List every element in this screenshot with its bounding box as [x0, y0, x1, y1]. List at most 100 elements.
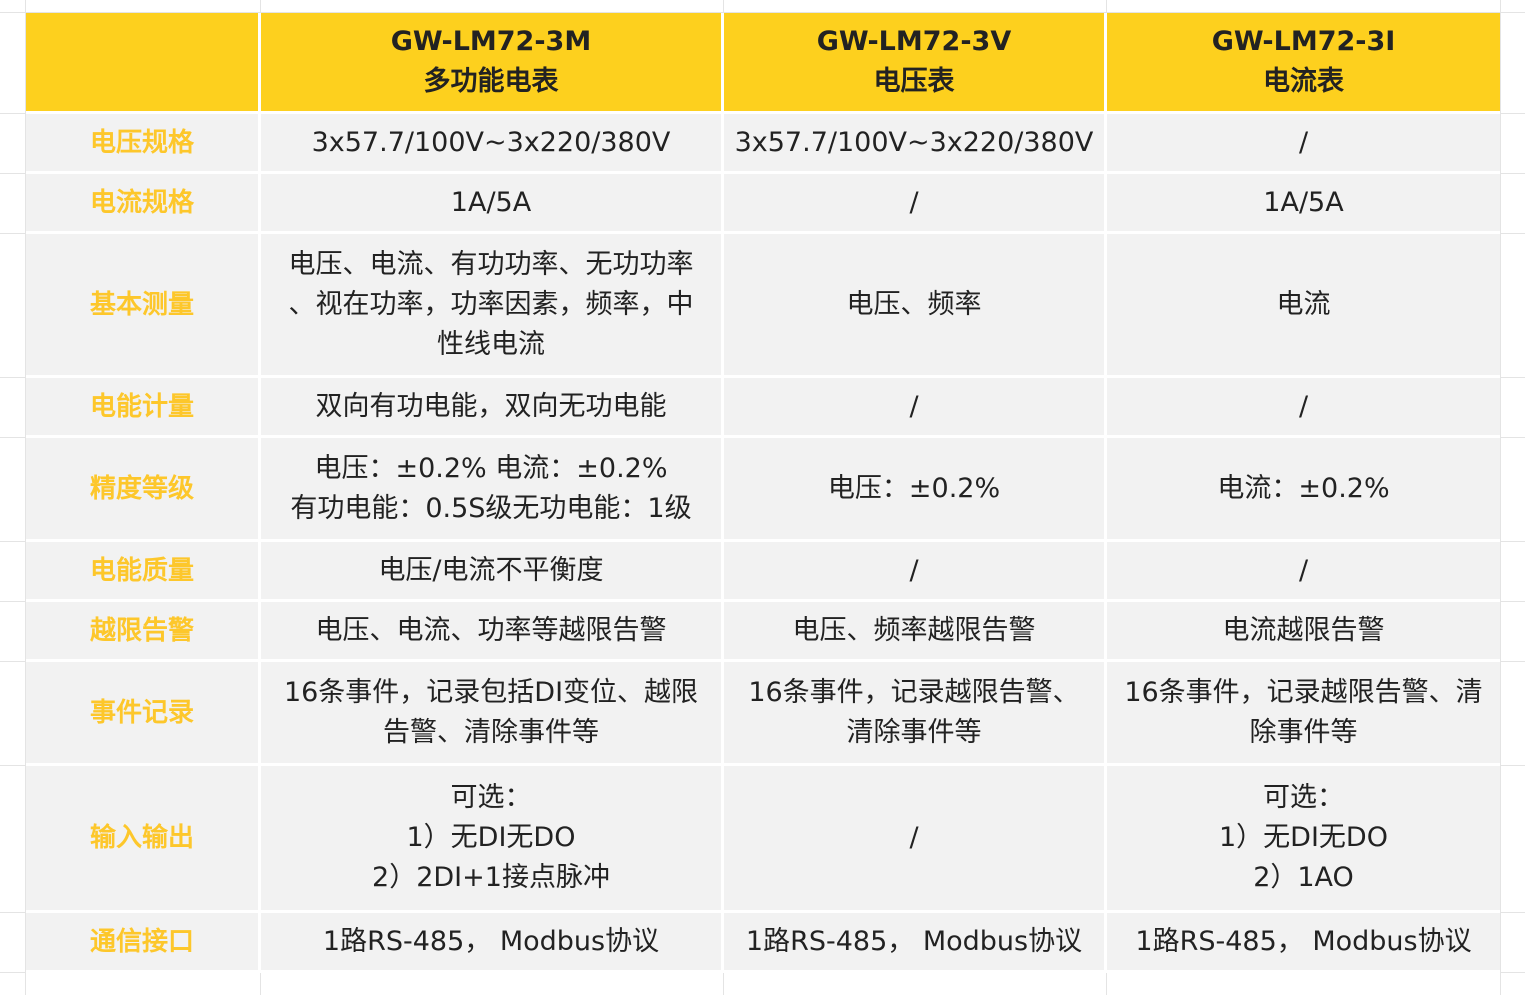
table-cell: 电压、电流、功率等越限告警 [261, 602, 724, 662]
cell-line: 1）无DI无DO [406, 822, 576, 853]
cell-line: 电流越限告警 [1222, 614, 1385, 646]
cell-line: 2）2DI+1接点脉冲 [372, 862, 610, 893]
table-cell: 电压：±0.2% 电流：±0.2% 有功电能：0.5S级无功电能：1级 [261, 438, 724, 542]
model-name: GW-LM72-3M [390, 26, 592, 57]
cell-line: 有功电能：0.5S级无功电能：1级 [290, 492, 692, 524]
table-cell: 3x57.7/100V~3x220/380V [724, 114, 1107, 174]
row-label: 基本测量 [26, 234, 261, 378]
cell-line: 电流：±0.2% [1217, 472, 1390, 504]
table-cell: 3x57.7/100V~3x220/380V [261, 114, 724, 174]
header-col-3m: GW-LM72-3M 多功能电表 [261, 13, 724, 114]
table-cell: 1路RS-485， Modbus协议 [724, 913, 1107, 973]
cell-line: 1路RS-485， Modbus协议 [745, 925, 1083, 957]
table-cell: 电压、频率越限告警 [724, 602, 1107, 662]
model-type: 多功能电表 [423, 66, 559, 97]
table-cell: / [724, 542, 1107, 602]
table-row: 电能质量 电压/电流不平衡度 / / [26, 542, 1500, 602]
cell-line: / [1298, 390, 1309, 422]
table-row: 电压规格 3x57.7/100V~3x220/380V 3x57.7/100V~3x… [26, 114, 1500, 174]
row-label: 电流规格 [26, 174, 261, 234]
header-row: GW-LM72-3M 多功能电表 GW-LM72-3V 电压表 GW-LM72-… [26, 13, 1500, 114]
row-label: 越限告警 [26, 602, 261, 662]
cell-line: 16条事件，记录越限告警、 [748, 676, 1080, 708]
spec-table: GW-LM72-3M 多功能电表 GW-LM72-3V 电压表 GW-LM72-… [26, 13, 1500, 973]
row-label: 电能计量 [26, 378, 261, 438]
row-label: 电能质量 [26, 542, 261, 602]
header-col-3i: GW-LM72-3I 电流表 [1107, 13, 1500, 114]
cell-line: 1A/5A [1263, 186, 1344, 218]
model-name: GW-LM72-3V [816, 26, 1012, 57]
model-type: 电流表 [1263, 66, 1344, 97]
cell-line: 1）无DI无DO [1219, 822, 1388, 853]
table-cell: / [724, 378, 1107, 438]
cell-line: / [909, 390, 919, 422]
table-row: 基本测量 电压、电流、有功功率、无功功率 、视在功率，功率因素，频率，中 性线电流 电压… [26, 234, 1500, 378]
table-cell: / [724, 766, 1107, 913]
table-cell: 1A/5A [261, 174, 724, 234]
cell-line: 电压/电流不平衡度 [378, 554, 604, 586]
table-cell: 16条事件，记录越限告警、清除事件等 [1107, 662, 1500, 766]
cell-line: 除事件等 [1249, 716, 1358, 748]
row-label: 事件记录 [26, 662, 261, 766]
table-row: 输入输出 可选： 1）无DI无DO 2）2DI+1接点脉冲 / 可选： 1）无DI无DO 2）… [26, 766, 1500, 913]
cell-line: 1A/5A [450, 186, 532, 218]
table-cell: 电压/电流不平衡度 [261, 542, 724, 602]
cell-line: 1路RS-485， Modbus协议 [322, 925, 660, 957]
table-cell: 16条事件，记录包括DI变位、越限 告警、清除事件等 [261, 662, 724, 766]
cell-line: 16条事件，记录越限告警、清 [1124, 676, 1483, 708]
table-row: 电流规格 1A/5A / 1A/5A [26, 174, 1500, 234]
model-type: 电压表 [873, 66, 955, 97]
cell-line: / [909, 822, 919, 853]
cell-line: 可选： [450, 782, 532, 813]
cell-line: / [909, 186, 919, 218]
cell-line: / [1298, 126, 1309, 158]
row-label: 通信接口 [26, 913, 261, 973]
table-cell: 16条事件，记录越限告警、清除事件等 [724, 662, 1107, 766]
cell-line: 性线电流 [437, 328, 545, 360]
cell-line: 电压：±0.2% 电流：±0.2% [314, 452, 668, 484]
table-cell: 电压、电流、有功功率、无功功率 、视在功率，功率因素，频率，中 性线电流 [261, 234, 724, 378]
header-blank [26, 13, 261, 114]
table-cell: / [1107, 378, 1500, 438]
table-cell: 电流越限告警 [1107, 602, 1500, 662]
table-cell: 可选： 1）无DI无DO 2）1AO [1107, 766, 1500, 913]
table-cell: 1A/5A [1107, 174, 1500, 234]
model-name: GW-LM72-3I [1211, 26, 1396, 57]
cell-line: 16条事件，记录包括DI变位、越限 [283, 676, 699, 708]
cell-line: / [1298, 554, 1309, 586]
cell-line: 2）1AO [1253, 862, 1354, 893]
table-row: 事件记录 16条事件，记录包括DI变位、越限 告警、清除事件等 16条事件，记录越限告… [26, 662, 1500, 766]
table-row: 精度等级 电压：±0.2% 电流：±0.2% 有功电能：0.5S级无功电能：1级 电压… [26, 438, 1500, 542]
table-cell: 1路RS-485， Modbus协议 [1107, 913, 1500, 973]
table-cell: 可选： 1）无DI无DO 2）2DI+1接点脉冲 [261, 766, 724, 913]
cell-line: 电压：±0.2% [827, 472, 1001, 504]
table-cell: 1路RS-485， Modbus协议 [261, 913, 724, 973]
cell-line: 3x57.7/100V~3x220/380V [311, 126, 671, 158]
table-cell: 电压：±0.2% [724, 438, 1107, 542]
table-cell: / [724, 174, 1107, 234]
table-row: 越限告警 电压、电流、功率等越限告警 电压、频率越限告警 电流越限告警 [26, 602, 1500, 662]
table-cell: 电压、频率 [724, 234, 1107, 378]
table-row: 通信接口 1路RS-485， Modbus协议 1路RS-485， Modbus协议… [26, 913, 1500, 973]
table-cell: / [1107, 542, 1500, 602]
cell-line: / [909, 554, 919, 586]
table-cell: 电流 [1107, 234, 1500, 378]
cell-line: 告警、清除事件等 [383, 716, 599, 748]
cell-line: 电压、频率 [846, 288, 982, 320]
cell-line: 1路RS-485， Modbus协议 [1135, 925, 1472, 957]
header-col-3v: GW-LM72-3V 电压表 [724, 13, 1107, 114]
cell-line: 3x57.7/100V~3x220/380V [734, 126, 1094, 158]
table-cell: 双向有功电能，双向无功电能 [261, 378, 724, 438]
cell-line: 双向有功电能，双向无功电能 [315, 390, 667, 422]
cell-line: 电压、频率越限告警 [792, 614, 1036, 646]
cell-line: 、视在功率，功率因素，频率，中 [288, 288, 694, 320]
cell-line: 电压、电流、功率等越限告警 [315, 614, 667, 646]
row-label: 精度等级 [26, 438, 261, 542]
cell-line: 清除事件等 [846, 716, 982, 748]
table-cell: / [1107, 114, 1500, 174]
cell-line: 电压、电流、有功功率、无功功率 [288, 248, 694, 280]
cell-line: 电流 [1276, 288, 1331, 320]
cell-line: 可选： [1263, 782, 1344, 813]
table-row: 电能计量 双向有功电能，双向无功电能 / / [26, 378, 1500, 438]
table-cell: 电流：±0.2% [1107, 438, 1500, 542]
